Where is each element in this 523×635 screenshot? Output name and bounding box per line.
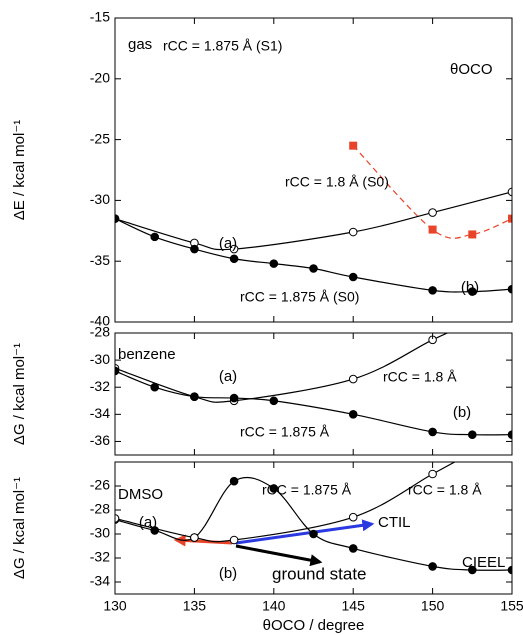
y-tick-label: -34 [90, 573, 110, 589]
x-tick-label: 155 [500, 598, 523, 614]
point [270, 397, 278, 405]
series-line [353, 146, 512, 239]
point [429, 226, 437, 234]
annotation: ground state [272, 564, 367, 583]
y-tick-label: -30 [90, 351, 110, 367]
y-tick-label: -30 [90, 525, 110, 541]
point [468, 230, 476, 238]
y-tick-label: -34 [90, 405, 110, 421]
series-label: rCC = 1.8 Å [383, 369, 457, 385]
annotation: (a) [219, 368, 237, 385]
y-tick-label: -15 [90, 9, 110, 25]
x-tick-label: 130 [103, 598, 127, 614]
point [230, 477, 238, 485]
series-label: rCC = 1.8 Å [408, 482, 482, 498]
y-axis-label: ΔG / kcal mol⁻¹ [11, 477, 28, 579]
point [429, 287, 437, 295]
point [349, 228, 357, 236]
point [230, 394, 238, 402]
annotation: θOCO [450, 61, 493, 78]
annotation: (a) [139, 514, 157, 531]
y-tick-label: -28 [90, 501, 110, 517]
x-axis-label: θOCO / degree [263, 617, 365, 634]
y-tick-label: -35 [90, 252, 110, 268]
point [429, 470, 437, 478]
point [191, 393, 199, 401]
y-tick-label: -32 [90, 378, 110, 394]
plot-area [111, 449, 516, 574]
point [230, 255, 238, 263]
y-tick-label: -32 [90, 549, 110, 565]
point [310, 265, 318, 273]
annotation: (a) [219, 235, 237, 252]
series-label: rCC = 1.875 Å [240, 424, 330, 440]
point [349, 375, 357, 383]
ctil-arrow [236, 524, 372, 543]
point [349, 513, 357, 521]
x-tick-label: 135 [183, 598, 207, 614]
x-tick-label: 140 [262, 598, 286, 614]
x-tick-label: 150 [421, 598, 445, 614]
annotation: benzene [118, 346, 176, 363]
y-tick-label: -36 [90, 432, 110, 448]
series-line [115, 192, 512, 250]
series-label: rCC = 1.875 Å (S1) [163, 38, 282, 54]
y-axis-label: ΔE / kcal mol⁻¹ [11, 120, 28, 220]
point [310, 530, 318, 538]
annotation: (b) [461, 279, 479, 296]
y-axis-label: ΔG / kcal mol⁻¹ [11, 343, 28, 445]
x-tick-label: 145 [342, 598, 366, 614]
point [191, 245, 199, 253]
y-tick-label: -26 [90, 477, 110, 493]
annotation: CTIL [378, 514, 411, 531]
point [270, 260, 278, 268]
series-line [115, 219, 512, 292]
point [469, 431, 477, 439]
point [349, 411, 357, 419]
point [151, 233, 159, 241]
plot-area [111, 142, 516, 296]
point [349, 545, 357, 553]
y-tick-label: -20 [90, 70, 110, 86]
point [349, 142, 357, 150]
y-tick-label: -28 [90, 324, 110, 340]
point [151, 383, 159, 391]
series-label: rCC = 1.875 Å (S0) [240, 289, 359, 305]
figure: -15-20-25-30-35-40ΔE / kcal mol⁻¹rCC = 1… [0, 0, 523, 635]
point [349, 273, 357, 281]
series-label: rCC = 1.8 Å (S0) [285, 174, 389, 190]
annotation: DMSO [118, 486, 163, 503]
annotation: gas [128, 36, 152, 53]
point [429, 428, 437, 436]
y-tick-label: -25 [90, 130, 110, 146]
point [191, 534, 199, 542]
annotation: (b) [453, 404, 471, 421]
point [230, 536, 238, 544]
annotation: (b) [219, 565, 237, 582]
point [429, 563, 437, 571]
y-tick-label: -30 [90, 191, 110, 207]
series-label: rCC = 1.875 Å [262, 482, 352, 498]
annotation: CIEEL [462, 554, 505, 571]
ground-state-arrow [236, 546, 320, 562]
point [429, 209, 437, 217]
